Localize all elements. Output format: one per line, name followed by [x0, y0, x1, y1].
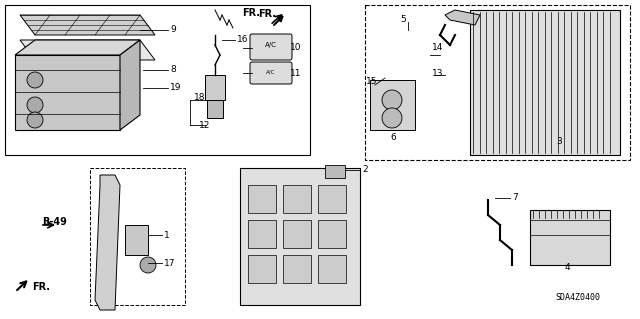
- Text: 18: 18: [194, 93, 205, 102]
- Text: 12: 12: [199, 121, 211, 130]
- Text: FR.: FR.: [242, 8, 260, 18]
- Text: 2: 2: [362, 166, 367, 174]
- Circle shape: [382, 90, 402, 110]
- Text: 3: 3: [556, 137, 562, 146]
- Text: 15: 15: [366, 78, 378, 86]
- Circle shape: [382, 108, 402, 128]
- Circle shape: [27, 112, 43, 128]
- Text: 5: 5: [400, 16, 406, 25]
- Polygon shape: [370, 80, 415, 130]
- Polygon shape: [240, 168, 360, 305]
- Text: 8: 8: [170, 65, 176, 75]
- Polygon shape: [125, 225, 148, 255]
- Circle shape: [27, 97, 43, 113]
- Polygon shape: [20, 40, 155, 60]
- Text: SDA4Z0400: SDA4Z0400: [555, 293, 600, 302]
- Text: A/C: A/C: [266, 69, 276, 74]
- Text: 4: 4: [564, 263, 570, 272]
- Text: A/C: A/C: [265, 42, 277, 48]
- Text: 16: 16: [237, 35, 248, 44]
- Polygon shape: [283, 220, 311, 248]
- FancyBboxPatch shape: [250, 34, 292, 60]
- FancyBboxPatch shape: [250, 62, 292, 84]
- Polygon shape: [248, 220, 276, 248]
- Polygon shape: [248, 255, 276, 283]
- Text: B-49: B-49: [42, 217, 67, 227]
- Polygon shape: [120, 40, 140, 130]
- Text: 9: 9: [170, 26, 176, 34]
- Text: 14: 14: [432, 43, 444, 53]
- Polygon shape: [207, 100, 223, 118]
- Text: 10: 10: [290, 43, 301, 53]
- Polygon shape: [318, 255, 346, 283]
- Polygon shape: [325, 165, 345, 178]
- Polygon shape: [248, 185, 276, 213]
- Text: 11: 11: [290, 69, 301, 78]
- Polygon shape: [283, 255, 311, 283]
- Polygon shape: [530, 210, 610, 265]
- Text: 7: 7: [512, 194, 518, 203]
- Polygon shape: [20, 15, 155, 35]
- Text: 17: 17: [164, 258, 175, 268]
- Polygon shape: [318, 185, 346, 213]
- Polygon shape: [318, 220, 346, 248]
- Polygon shape: [470, 10, 620, 155]
- Polygon shape: [283, 185, 311, 213]
- Text: 13: 13: [432, 69, 444, 78]
- Polygon shape: [15, 55, 120, 130]
- Circle shape: [140, 257, 156, 273]
- Text: 1: 1: [164, 231, 170, 240]
- Text: 19: 19: [170, 84, 182, 93]
- Polygon shape: [205, 75, 225, 100]
- Polygon shape: [15, 40, 140, 55]
- Polygon shape: [95, 175, 120, 310]
- Text: 6: 6: [390, 133, 396, 143]
- Text: FR.: FR.: [258, 9, 276, 19]
- Polygon shape: [445, 10, 480, 25]
- Circle shape: [27, 72, 43, 88]
- Text: FR.: FR.: [32, 282, 50, 292]
